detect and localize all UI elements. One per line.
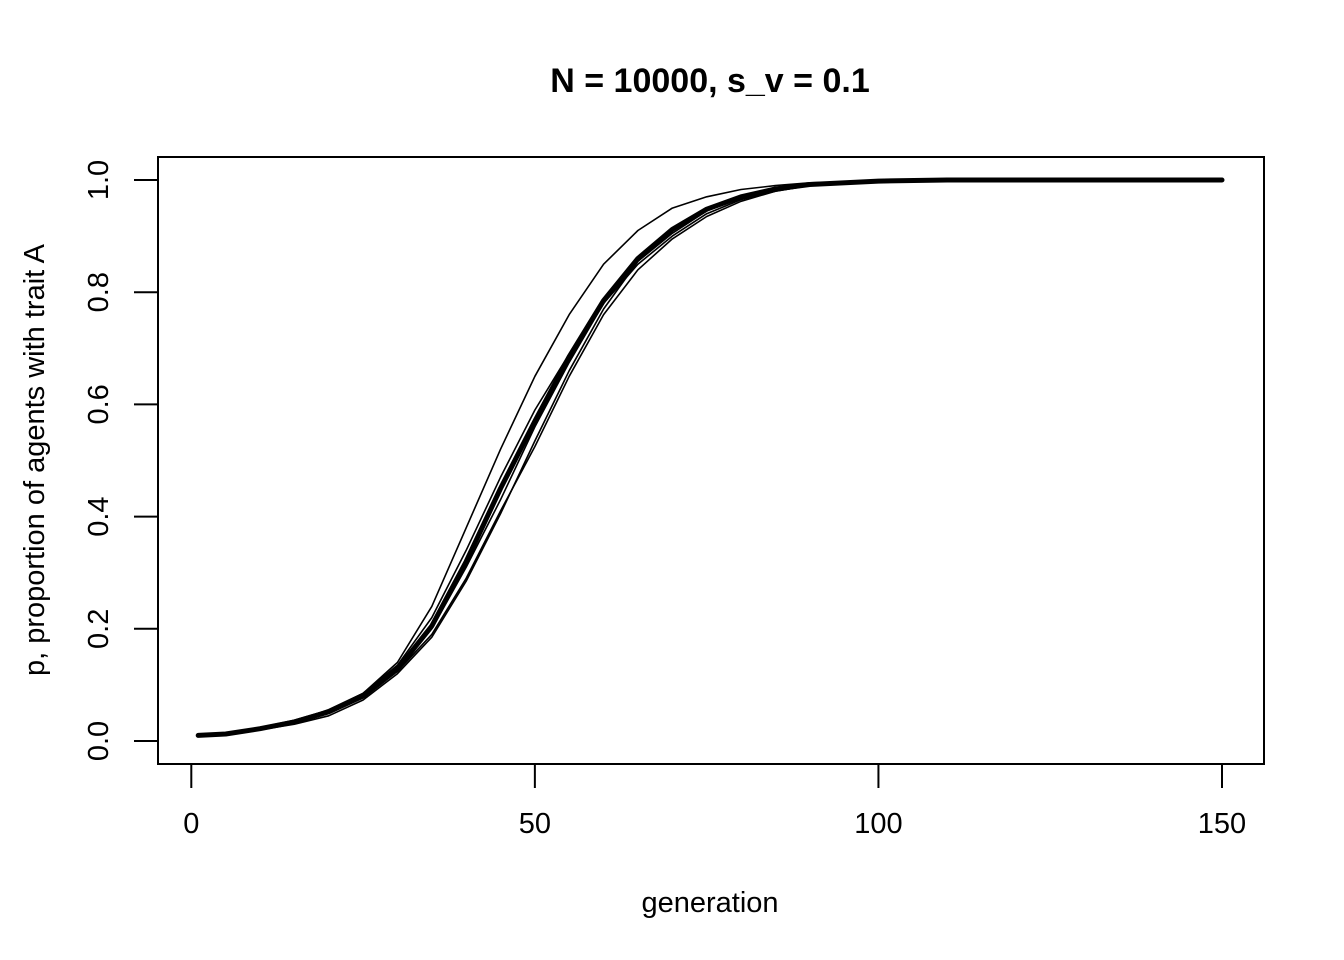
y-tick-label: 0.0 bbox=[83, 721, 115, 761]
x-axis: 0 50 100 150 bbox=[183, 763, 1246, 840]
mean-line bbox=[195, 177, 1225, 738]
run-line-4 bbox=[198, 179, 1222, 737]
y-tick-label: 0.6 bbox=[83, 384, 115, 424]
x-tick-label: 0 bbox=[183, 808, 199, 840]
y-axis-label: p, proportion of agents with trait A bbox=[19, 243, 51, 676]
y-tick-label: 1.0 bbox=[83, 160, 115, 200]
y-axis: 0.0 0.2 0.4 0.6 0.8 1.0 bbox=[83, 160, 159, 761]
y-tick-label: 0.2 bbox=[83, 609, 115, 649]
series-layer bbox=[195, 177, 1225, 738]
x-tick-label: 100 bbox=[854, 808, 902, 840]
run-line-3 bbox=[198, 179, 1222, 737]
y-tick-label: 0.4 bbox=[83, 496, 115, 536]
y-tick-label: 0.8 bbox=[83, 272, 115, 312]
x-axis-label: generation bbox=[641, 887, 778, 919]
run-line-2 bbox=[198, 179, 1222, 737]
run-line-5 bbox=[198, 179, 1222, 737]
run-line-1 bbox=[198, 179, 1222, 737]
plot-frame bbox=[157, 156, 1265, 765]
x-tick-label: 150 bbox=[1198, 808, 1246, 840]
x-tick-label: 50 bbox=[519, 808, 551, 840]
chart-title: N = 10000, s_v = 0.1 bbox=[550, 62, 869, 100]
